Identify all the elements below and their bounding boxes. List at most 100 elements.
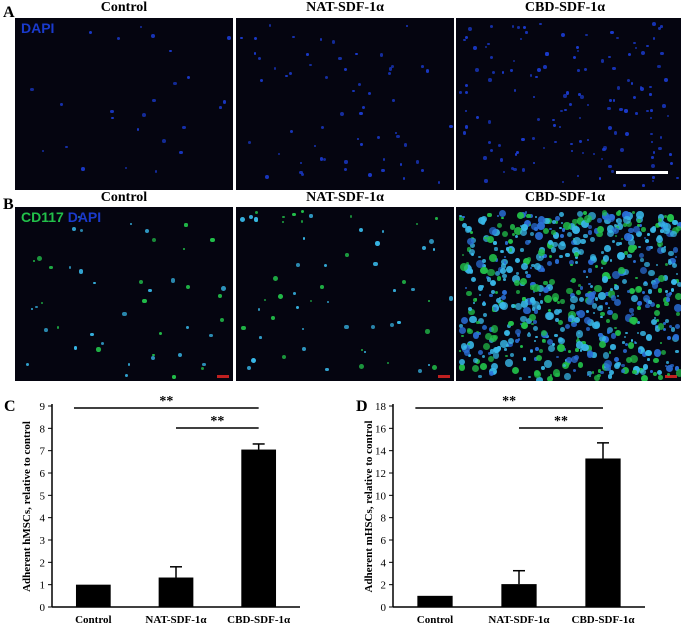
cell-dot [462,345,471,354]
cell-dot [489,293,493,298]
cell-dot [507,337,515,345]
cell-dot [293,292,297,296]
cell-dot [484,332,492,340]
cell-dot [484,179,488,183]
cell-dot [601,212,610,220]
cell-dot [254,217,259,222]
cell-dot [580,95,585,100]
cell-dot [360,143,363,146]
cell-dot [124,374,128,378]
y-tick-label: 10 [375,490,387,502]
cell-dot [673,334,679,340]
cell-dot [532,137,536,140]
cell-dot [519,224,522,228]
cell-dot [524,211,528,214]
cell-dot [674,304,681,313]
cell-dot [482,324,488,330]
cell-dot [577,362,584,368]
cell-dot [542,64,547,69]
cell-dot [535,253,544,261]
cell-dot [551,230,557,236]
cell-dot [202,362,207,367]
cell-dot [530,285,535,290]
cell-dot [578,249,585,256]
cell-dot [251,358,257,364]
cell-dot [515,289,520,294]
cell-dot [627,289,631,293]
cell-dot [349,215,353,218]
cell-dot [139,26,142,29]
cell-dot [576,330,584,338]
y-axis-label: Adherent hMSCs, relative to control [21,421,33,592]
cell-dot [93,282,96,285]
cell-dot [628,287,635,295]
cell-dot [611,170,614,173]
cell-dot [647,289,653,295]
cell-dot [564,323,570,329]
cell-dot [507,238,513,244]
cell-dot [571,149,574,152]
cell-dot [459,349,462,352]
cell-dot [493,306,497,311]
cell-dot [616,86,621,90]
cell-dot [675,272,678,275]
cell-dot [525,297,534,306]
panel-b-title-cbd: CBD-SDF-1α [524,190,606,205]
cell-dot [466,238,474,246]
cell-dot [657,214,665,221]
cell-dot [464,35,468,40]
cell-dot [476,320,480,324]
cell-dot [511,275,520,284]
cell-dot [648,269,655,277]
cell-dot [537,285,544,292]
cell-dot [657,323,665,330]
cell-dot [657,370,663,376]
cell-dot [594,264,599,269]
cell-dot [660,25,663,28]
cell-dot [512,367,520,375]
cell-dot [635,231,642,238]
cell-dot [461,334,464,338]
cell-dot [300,172,305,176]
cell-dot [406,24,409,28]
cell-dot [221,286,226,292]
cell-dot [600,259,607,266]
cd117-label: CD117 [21,209,64,225]
cell-dot [619,242,622,245]
cell-dot [499,301,507,309]
cell-dot [514,234,519,239]
cell-dot [464,91,468,95]
cell-dot [209,333,214,338]
cell-dot [634,46,638,50]
cell-dot [585,309,589,313]
cell-dot [466,246,472,252]
cell-dot [343,168,347,172]
cell-dot [596,225,604,233]
cell-dot [630,355,639,364]
bar [75,584,111,607]
cell-dot [648,85,652,89]
cell-dot [505,358,513,367]
cell-dot [487,236,495,243]
cell-dot [645,334,653,341]
cell-dot [639,86,643,89]
cell-dot [507,341,514,348]
cell-dot [528,214,533,219]
cell-dot [639,368,647,376]
cell-dot [641,183,645,187]
cell-dot [614,224,617,228]
cell-dot [284,74,288,78]
cell-dot [525,271,528,274]
cell-dot [388,66,393,71]
cell-dot [533,95,536,98]
cell-dot [624,109,628,113]
cell-dot [570,263,573,267]
cell-dot [501,273,507,279]
cell-dot [81,167,85,171]
cell-dot [533,309,539,315]
cell-dot [325,75,329,79]
cell-dot [536,305,542,310]
cell-dot [634,276,638,280]
cell-dot [664,365,667,368]
cell-dot [549,374,553,378]
